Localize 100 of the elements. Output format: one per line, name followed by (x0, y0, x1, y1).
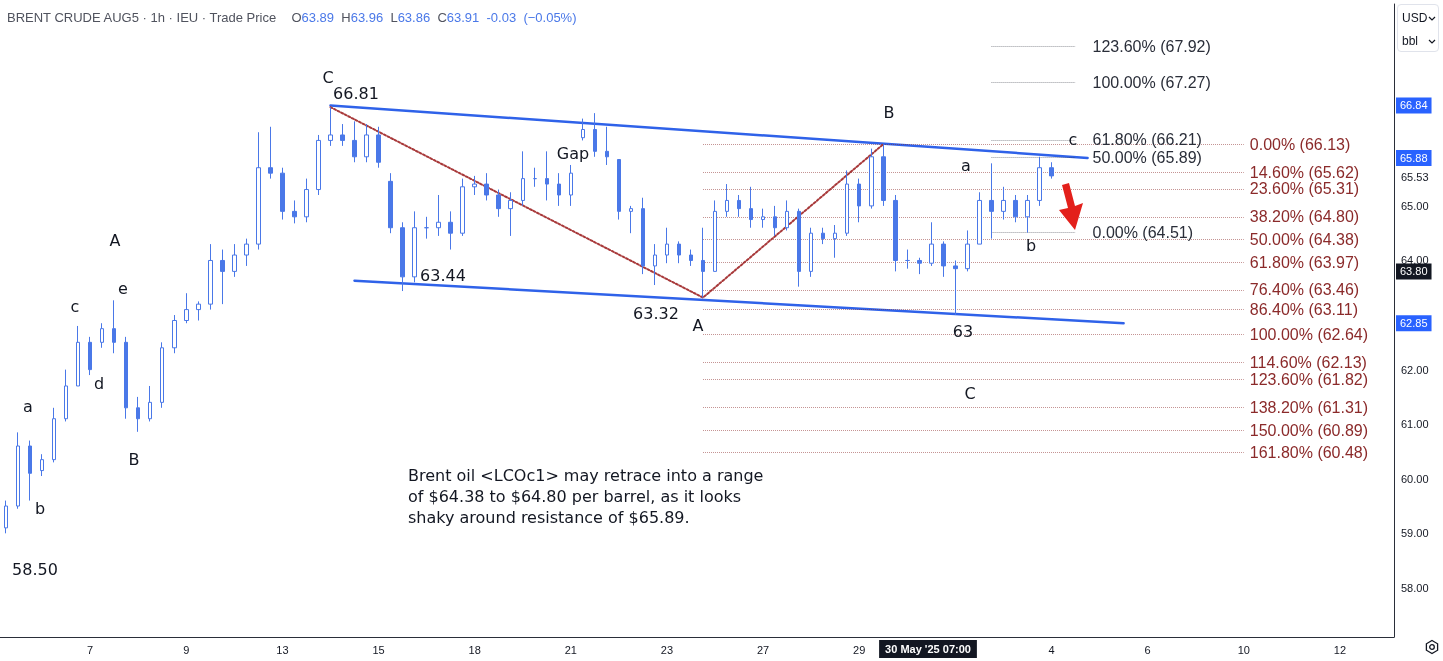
candlestick (833, 224, 837, 259)
annotation: b (1025, 235, 1037, 255)
candlestick (809, 227, 813, 278)
candlestick (869, 148, 874, 210)
y-tick-label: 65.00 (1401, 199, 1429, 212)
candlestick (953, 259, 958, 316)
candlestick (508, 191, 513, 237)
annotation: a (961, 155, 971, 175)
text: O63.89 H63.96 L63.86 C63.91 -0.03 (−0.05%) (291, 10, 577, 25)
candlestick (917, 257, 922, 275)
candlestick (533, 167, 537, 188)
candlestick (665, 227, 669, 264)
x-tick-label: 21 (564, 643, 577, 656)
text: 30 May '25 07:00 (885, 643, 971, 655)
text: USD (1402, 11, 1428, 25)
y-tick-label: 65.53 (1401, 170, 1429, 183)
candlestick (1013, 194, 1018, 223)
candlestick (268, 126, 273, 180)
candlestick (496, 189, 501, 218)
candlestick (244, 238, 249, 267)
candlestick (364, 123, 369, 163)
annotation: 63 (952, 321, 974, 341)
candlestick (4, 500, 8, 534)
candlestick (316, 134, 321, 196)
annotation: C (964, 383, 976, 403)
candlestick (1037, 156, 1042, 207)
candlestick (797, 208, 801, 288)
annotation: a (23, 396, 33, 416)
annotation: e (118, 278, 128, 298)
x-tick-label: 10 (1237, 643, 1250, 656)
candlestick (148, 385, 152, 422)
annotation: c (70, 296, 80, 316)
candlestick (617, 159, 621, 221)
candlestick (629, 205, 633, 234)
ref-line-label: 123.60% (61.82) (1249, 370, 1369, 388)
candlestick (328, 106, 333, 147)
annotation: Brent oil <LCOc1> may retrace into a range of $64.38 to $64.80 per barrel, as it looks shaky around resistance of $65.89. (408, 466, 769, 527)
candlestick (220, 249, 225, 305)
annotation: A (109, 230, 121, 250)
candlestick (545, 150, 549, 201)
annotation: 63.32 (633, 304, 679, 324)
x-tick-label: 18 (468, 643, 481, 656)
y-tick-label: 58.00 (1401, 581, 1429, 594)
candlestick (304, 178, 309, 223)
ref-line-label: 123.60% (67.92) (1092, 38, 1211, 56)
y-tick-label: 61.00 (1401, 418, 1429, 431)
annotation: c (1068, 129, 1078, 149)
candlestick (400, 221, 405, 292)
candlestick (821, 227, 825, 245)
candlestick (845, 169, 849, 237)
candlestick (40, 453, 44, 477)
ref-line-label: 161.80% (60.48) (1249, 444, 1369, 462)
candlestick (1001, 186, 1006, 221)
candlestick (593, 112, 597, 158)
candlestick (893, 194, 898, 272)
candlestick (725, 183, 729, 218)
candlestick (112, 299, 116, 354)
candlestick (292, 199, 297, 224)
annotation: Gap (556, 143, 590, 163)
ref-line-label: 114.60% (62.13) (1249, 354, 1367, 372)
text: BRENT CRUDE AUG5 · 1h · IEU · Trade Price (7, 10, 277, 25)
annotation: 65.88 (1400, 151, 1428, 164)
ref-line-label: 76.40% (63.46) (1249, 281, 1360, 299)
candlestick (929, 221, 934, 267)
candlestick (881, 143, 886, 207)
annotation: B (883, 102, 895, 122)
candlestick (424, 216, 429, 240)
candlestick (905, 249, 910, 270)
ref-line-label: 23.60% (65.31) (1249, 180, 1360, 198)
ref-line-label: 150.00% (60.89) (1249, 421, 1369, 439)
ref-line-label: 100.00% (67.27) (1092, 73, 1211, 91)
annotation: 63.44 (420, 265, 466, 285)
candlestick (460, 178, 465, 237)
annotation: B (128, 449, 140, 469)
candlestick (256, 131, 261, 251)
candlestick (641, 197, 645, 275)
candlestick (160, 341, 164, 409)
ref-line-label: 100.00% (62.64) (1249, 326, 1369, 344)
x-tick-label: 7 (87, 643, 94, 656)
ref-line-label: 38.20% (64.80) (1249, 208, 1360, 226)
ref-line-label: 50.00% (64.38) (1249, 231, 1360, 249)
annotation: 58.50 (12, 559, 58, 579)
candlestick (64, 369, 68, 422)
candlestick (340, 123, 345, 147)
annotation: 66.81 (333, 83, 379, 103)
candlestick (100, 322, 104, 349)
ref-line-label: 138.20% (61.31) (1249, 398, 1369, 416)
candlestick (557, 172, 561, 207)
candlestick (677, 240, 681, 264)
ref-line-label: 61.80% (66.21) (1092, 131, 1202, 149)
x-tick-label: 13 (276, 643, 289, 656)
candlestick (484, 172, 489, 201)
candlestick (172, 314, 177, 354)
candlestick (785, 199, 789, 231)
candlestick (761, 208, 765, 229)
x-tick-label: 9 (183, 643, 190, 656)
candlestick (232, 243, 237, 278)
candlestick (28, 440, 32, 502)
annotation: 63.80 (1400, 265, 1428, 278)
candlestick (184, 292, 189, 324)
